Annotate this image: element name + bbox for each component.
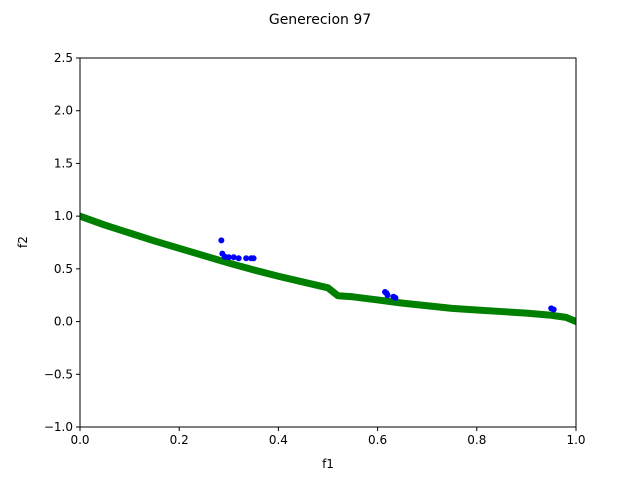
y-tick-label: 0.5 <box>54 262 73 276</box>
x-tick-label: 0.8 <box>467 433 486 447</box>
y-axis-label: f2 <box>16 236 30 248</box>
y-tick-label: −0.5 <box>44 367 73 381</box>
pareto-front-line <box>80 212 576 326</box>
population-point <box>250 255 257 262</box>
chart-title: Generecion 97 <box>269 12 371 28</box>
x-axis-label: f1 <box>322 457 334 471</box>
y-tick-label: −1.0 <box>44 420 73 434</box>
x-tick-label: 0.2 <box>170 433 189 447</box>
x-tick-label: 0.6 <box>368 433 387 447</box>
population-point <box>550 306 557 313</box>
population-point <box>218 237 225 244</box>
y-tick-label: 0.0 <box>54 315 73 329</box>
population-point <box>392 294 399 301</box>
population-point <box>384 292 391 299</box>
y-tick-label: 2.0 <box>54 104 73 118</box>
x-tick-label: 0.4 <box>269 433 288 447</box>
data-layer <box>80 212 576 326</box>
population-point <box>243 255 250 262</box>
y-tick-label: 1.5 <box>54 156 73 170</box>
x-tick-label: 1.0 <box>566 433 585 447</box>
plot-area: 0.0 0.2 0.4 0.6 0.8 1.0 −1.0 −0.5 0.0 0.5 1.0 1.5 2.… <box>44 51 586 447</box>
population-point <box>235 255 242 262</box>
population-point <box>225 254 232 261</box>
x-tick-label: 0.0 <box>70 433 89 447</box>
population-point <box>230 254 237 261</box>
y-tick-label: 2.5 <box>54 51 73 65</box>
y-tick-label: 1.0 <box>54 209 73 223</box>
axes-frame <box>79 57 577 428</box>
